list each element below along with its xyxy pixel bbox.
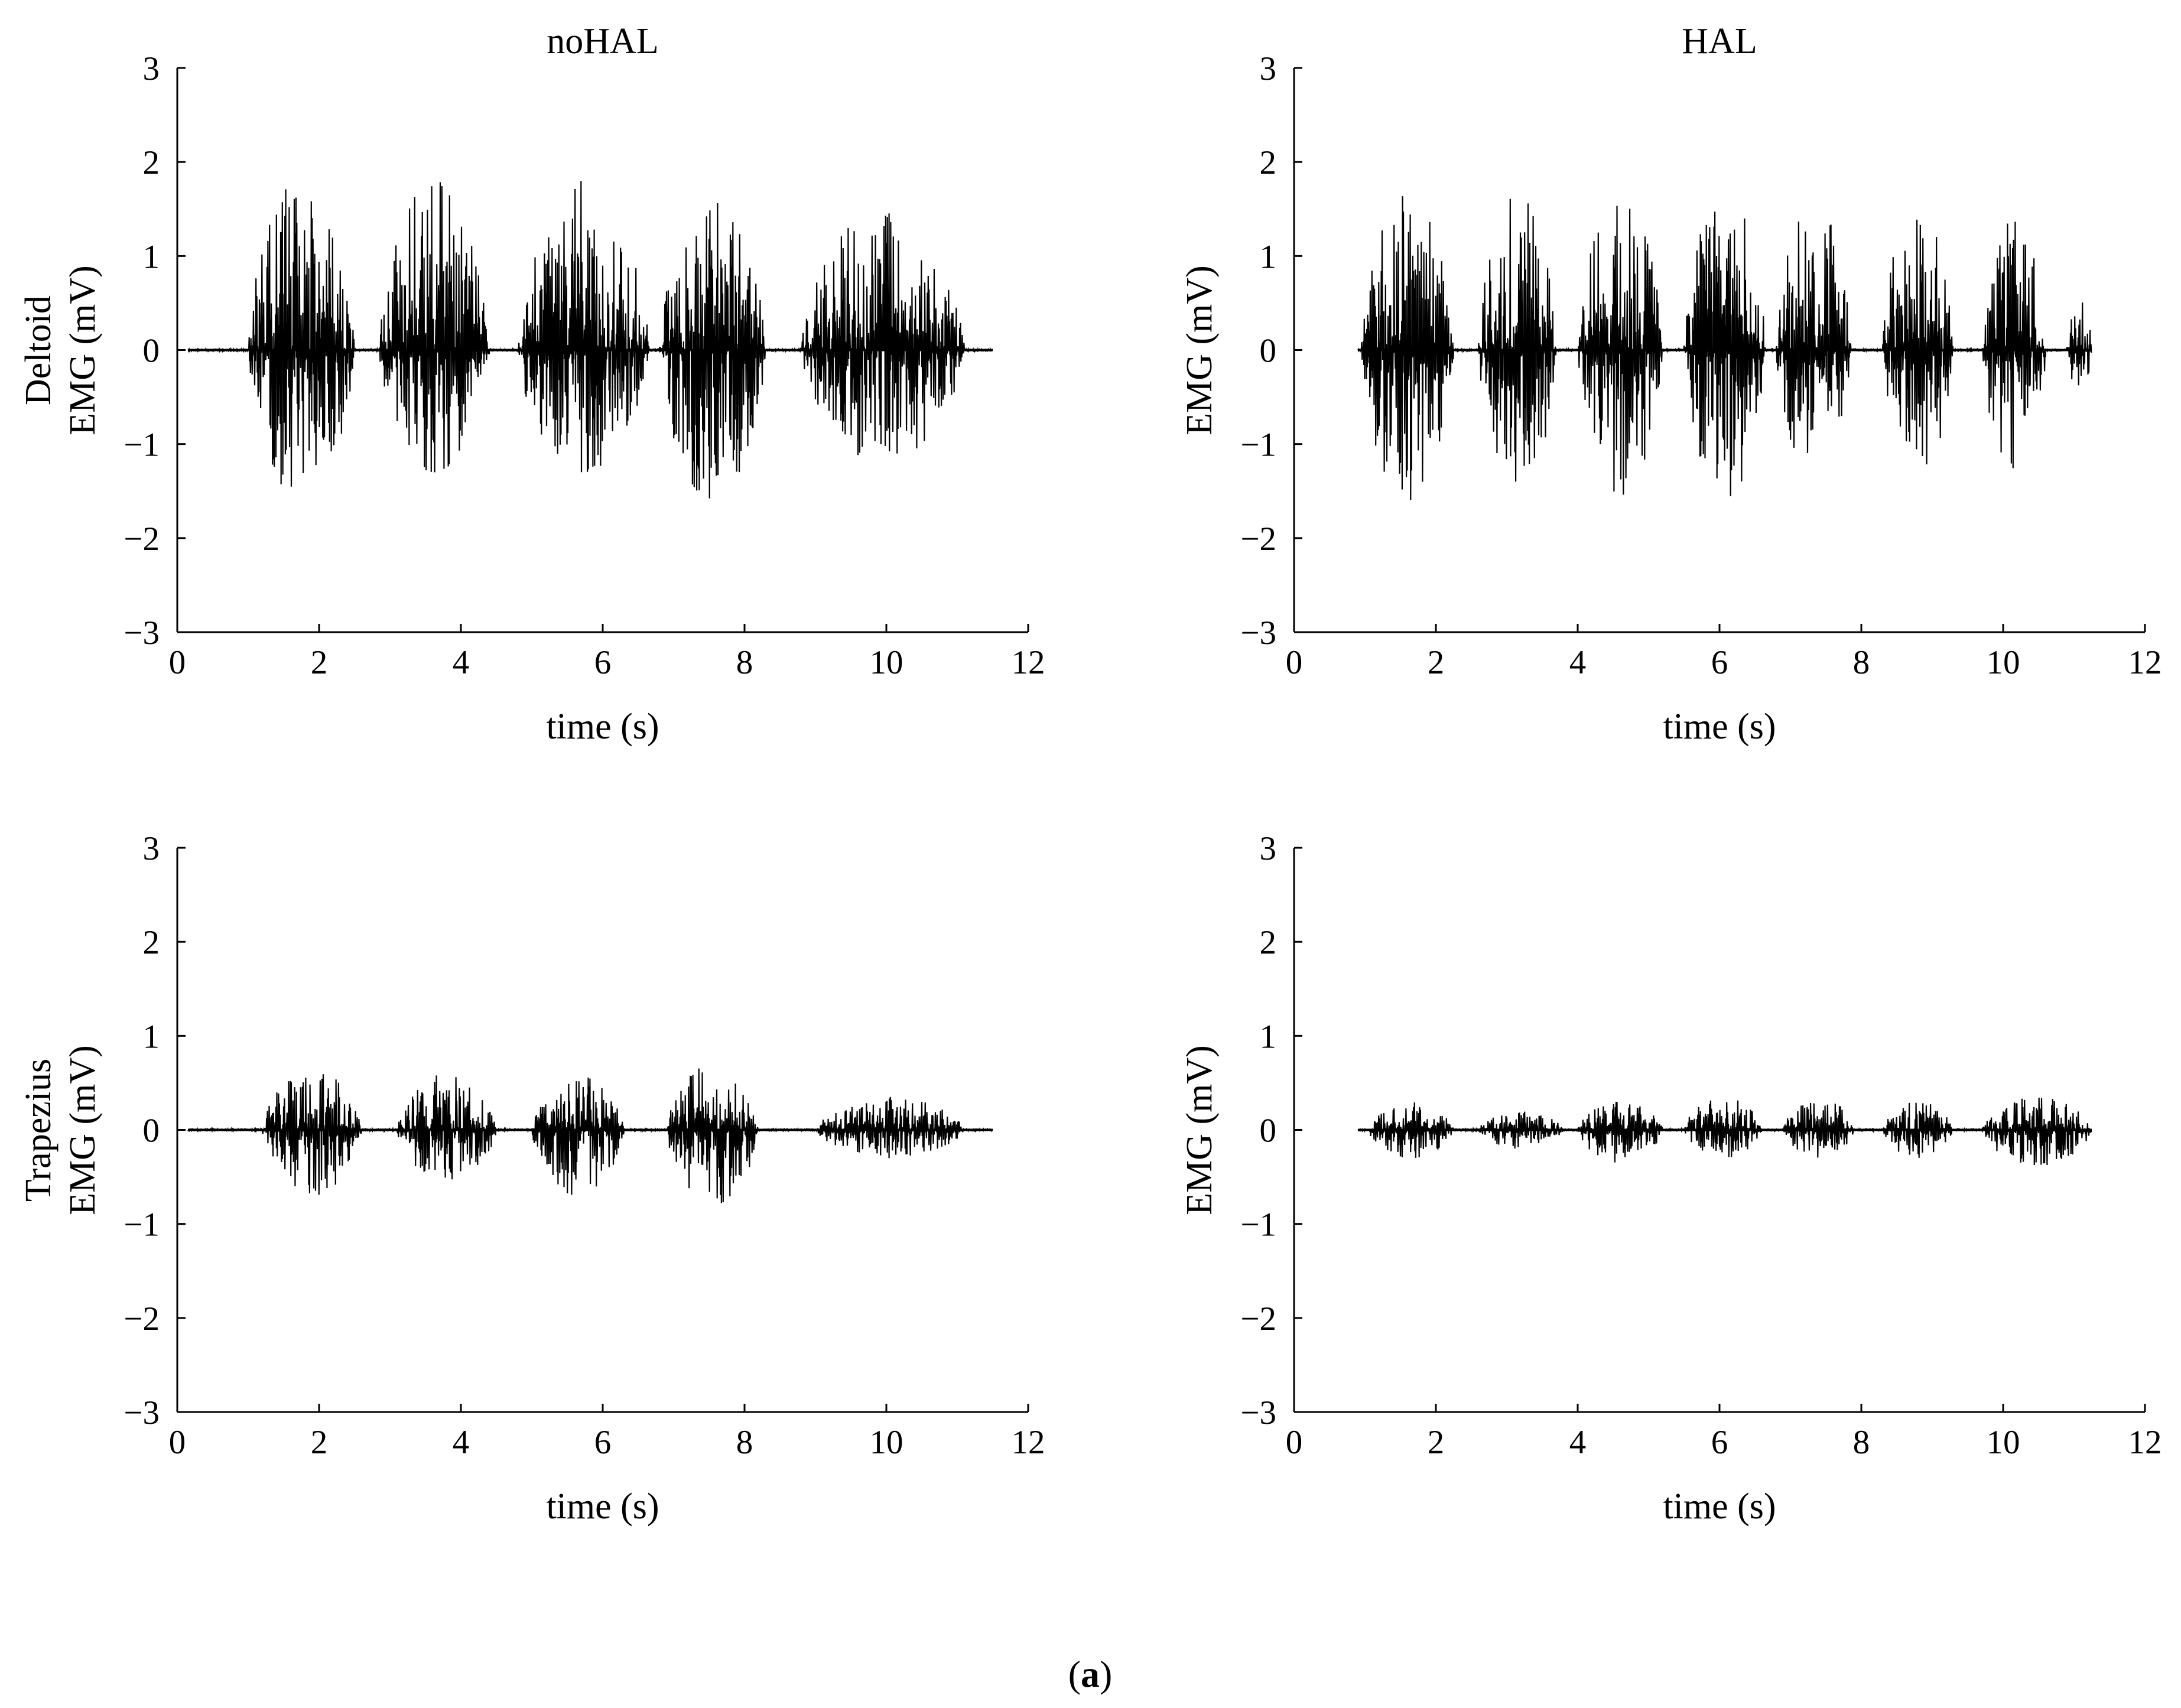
y-tick-label: −2 <box>123 520 160 558</box>
x-tick-label: 0 <box>169 1424 186 1461</box>
x-tick-label: 10 <box>1987 1424 2020 1461</box>
figure-caption: (a) <box>1068 1653 1113 1695</box>
x-tick-label: 10 <box>870 644 903 681</box>
emg-trace <box>187 181 993 499</box>
y-tick-label: 2 <box>1260 144 1277 181</box>
x-axis-label: time (s) <box>1663 707 1776 747</box>
y-tick-label: 3 <box>1260 50 1277 87</box>
emg-trace <box>1357 196 2092 500</box>
x-tick-label: 2 <box>311 1424 328 1461</box>
x-tick-label: 12 <box>2128 1424 2162 1461</box>
y-axis-label: EMG (mV) <box>63 1045 103 1215</box>
x-tick-label: 8 <box>1853 1424 1870 1461</box>
caption-close-paren: ) <box>1100 1653 1112 1695</box>
y-tick-label: −3 <box>1240 1394 1276 1432</box>
y-tick-label: 2 <box>143 144 160 181</box>
y-tick-label: 3 <box>143 50 160 87</box>
y-tick-label: −3 <box>123 614 160 652</box>
y-tick-label: 2 <box>1260 924 1277 961</box>
x-tick-label: 2 <box>311 644 328 681</box>
y-tick-label: 0 <box>143 333 160 370</box>
x-tick-label: 0 <box>169 644 186 681</box>
x-tick-label: 4 <box>453 644 470 681</box>
x-tick-label: 8 <box>1853 644 1870 681</box>
caption-open-paren: ( <box>1068 1653 1081 1695</box>
panel-title: noHAL <box>547 21 658 61</box>
x-tick-label: 6 <box>594 644 612 681</box>
y-tick-label: 0 <box>1260 333 1277 370</box>
y-tick-label: 0 <box>1260 1112 1277 1150</box>
x-tick-label: 0 <box>1286 1424 1303 1461</box>
x-tick-label: 4 <box>1569 1424 1587 1461</box>
x-tick-label: 6 <box>594 1424 612 1461</box>
x-axis-label: time (s) <box>546 1486 659 1527</box>
caption-letter: a <box>1081 1653 1100 1695</box>
panel-title: HAL <box>1682 21 1757 61</box>
x-axis-label: time (s) <box>1663 1486 1776 1527</box>
x-tick-label: 10 <box>870 1424 903 1461</box>
x-tick-label: 8 <box>736 1424 753 1461</box>
y-tick-label: −2 <box>1240 520 1276 558</box>
y-axis-label: EMG (mV) <box>63 265 103 435</box>
x-tick-label: 2 <box>1428 1424 1445 1461</box>
x-tick-label: 4 <box>1569 644 1587 681</box>
y-tick-label: −2 <box>123 1300 160 1338</box>
emg-trace <box>187 1068 993 1203</box>
y-tick-label: 3 <box>143 830 160 867</box>
x-tick-label: 12 <box>2128 644 2162 681</box>
y-axis-label: EMG (mV) <box>1179 1045 1220 1215</box>
y-tick-label: −1 <box>1240 427 1276 464</box>
x-tick-label: 4 <box>453 1424 470 1461</box>
y-tick-label: 1 <box>1260 1018 1277 1055</box>
emg-trace <box>1357 1097 2092 1166</box>
row-label: Trapezius <box>18 1059 58 1202</box>
row-label: Deltoid <box>18 295 58 405</box>
x-axis-label: time (s) <box>546 707 659 747</box>
y-tick-label: −1 <box>123 1206 160 1244</box>
y-tick-label: −3 <box>123 1394 160 1432</box>
y-tick-label: 1 <box>143 238 160 275</box>
x-tick-label: 12 <box>1012 1424 1045 1461</box>
y-tick-label: 0 <box>143 1112 160 1150</box>
x-tick-label: 2 <box>1428 644 1445 681</box>
x-tick-label: 6 <box>1711 644 1728 681</box>
x-tick-label: 12 <box>1012 644 1045 681</box>
y-tick-label: −1 <box>123 427 160 464</box>
y-tick-label: 1 <box>143 1018 160 1055</box>
panel-deltoid-hal: HAL EMG (mV) time (s) 0 2 4 6 8 10 123210−1−2−… <box>1179 21 2162 747</box>
y-tick-label: 2 <box>143 924 160 961</box>
y-tick-label: −2 <box>1240 1300 1276 1338</box>
y-tick-label: −1 <box>1240 1206 1276 1244</box>
panel-trapezius-nohal: Trapezius EMG (mV) time (s) 0 2 4 6 8 10 12321… <box>18 830 1045 1527</box>
x-tick-label: 8 <box>736 644 753 681</box>
x-tick-label: 6 <box>1711 1424 1728 1461</box>
panel-deltoid-nohal: noHAL Deltoid EMG (mV) time (s) 0 2 4 6 8 10 1… <box>18 21 1045 747</box>
y-axis-label: EMG (mV) <box>1179 265 1220 435</box>
y-tick-label: 3 <box>1260 830 1277 867</box>
y-tick-label: 1 <box>1260 238 1277 275</box>
y-tick-label: −3 <box>1240 614 1276 652</box>
x-tick-label: 10 <box>1987 644 2020 681</box>
x-tick-label: 0 <box>1286 644 1303 681</box>
